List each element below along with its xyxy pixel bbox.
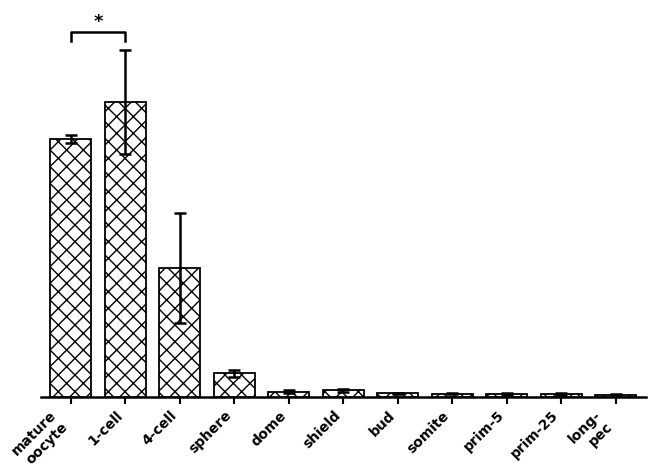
Bar [214, 373, 255, 397]
Bar [541, 394, 582, 397]
Bar [595, 395, 636, 397]
Bar [105, 102, 146, 397]
Bar [159, 268, 200, 397]
Bar [486, 394, 527, 397]
Bar [378, 393, 418, 397]
Bar [323, 391, 364, 397]
Bar [50, 139, 91, 397]
Bar [432, 394, 473, 397]
Text: *: * [93, 12, 103, 30]
Bar [268, 392, 309, 397]
